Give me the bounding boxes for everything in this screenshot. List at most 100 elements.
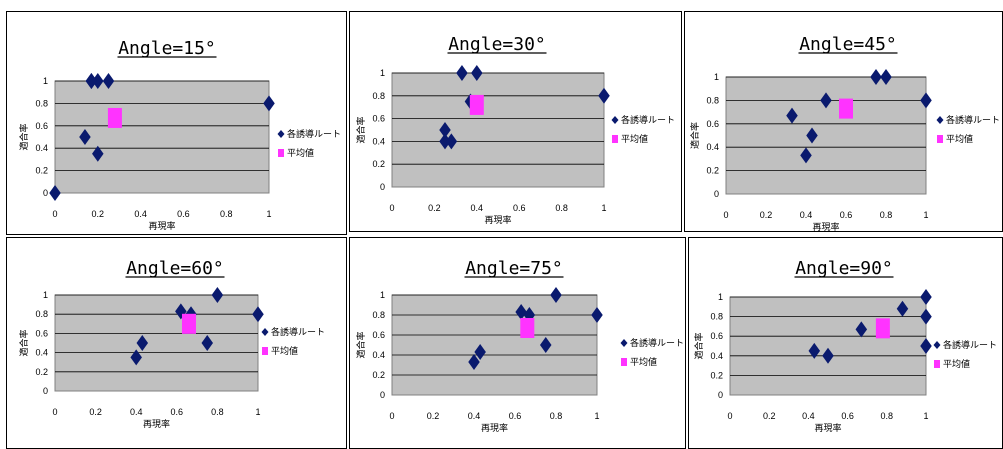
data-point-route <box>786 107 798 124</box>
x-tick-label: 0.4 <box>130 407 143 417</box>
data-point-route <box>49 185 61 201</box>
y-tick-label: 0.6 <box>372 114 385 124</box>
data-point-route <box>806 127 818 144</box>
x-tick-label: 0.6 <box>841 411 854 421</box>
legend-marker-mean <box>621 358 627 366</box>
y-tick-label: 0 <box>43 386 48 396</box>
chart-title: Angle=90° <box>795 258 893 279</box>
data-point-route <box>855 321 868 338</box>
x-tick-label: 1 <box>255 407 260 417</box>
x-tick-label: 0 <box>52 407 57 417</box>
x-tick-label: 0.4 <box>468 411 481 421</box>
chart-title: Angle=15° <box>118 38 216 59</box>
data-point-route <box>85 73 98 89</box>
x-tick-label: 0.2 <box>427 411 440 421</box>
x-tick-label: 0.8 <box>880 210 893 220</box>
legend-label-route: 各誘導ルート <box>271 326 325 338</box>
legend-label-route: 各誘導ルート <box>943 339 997 351</box>
data-point-mean <box>181 313 196 334</box>
data-point-route <box>201 335 214 351</box>
legend-marker-route <box>620 339 628 347</box>
x-tick-label: 1 <box>266 209 271 219</box>
x-tick-label: 0.4 <box>802 411 815 421</box>
x-tick-label: 0.6 <box>177 209 190 219</box>
y-tick-label: 0.2 <box>710 370 723 380</box>
legend-label-route: 各誘導ルート <box>287 128 341 140</box>
data-point-route <box>439 133 451 150</box>
legend-label-mean: 平均値 <box>946 133 973 145</box>
legend-label-route: 各誘導ルート <box>630 337 684 349</box>
y-tick-label: 0.6 <box>372 330 385 340</box>
y-tick-label: 0.6 <box>706 119 719 129</box>
legend-label-mean: 平均値 <box>287 147 314 159</box>
data-point-route <box>870 69 882 85</box>
x-tick-label: 0 <box>389 411 394 421</box>
y-tick-label: 0.4 <box>710 351 723 361</box>
y-tick-label: 1 <box>43 76 48 86</box>
chart-title: Angle=45° <box>799 34 897 55</box>
plot-area <box>729 296 927 396</box>
data-point-route <box>880 69 892 85</box>
data-point-route <box>591 307 603 323</box>
data-point-route <box>136 335 149 351</box>
data-point-route <box>263 95 275 112</box>
x-tick-label: 0.2 <box>89 407 102 417</box>
y-tick-label: 0.8 <box>35 98 48 108</box>
y-tick-label: 0.4 <box>35 143 48 153</box>
data-point-route <box>515 304 527 320</box>
y-tick-label: 1 <box>714 72 719 82</box>
x-tick-label: 0.8 <box>881 411 894 421</box>
y-tick-label: 0 <box>718 390 723 400</box>
data-point-route <box>920 338 932 354</box>
x-tick-label: 0 <box>52 209 57 219</box>
x-tick-label: 0 <box>389 203 394 213</box>
y-tick-label: 0.2 <box>372 370 385 380</box>
chart-svg: Angle=60° 0 0.2 0.4 0.6 0.8 1 0 0.2 0.4 0.6 0.8 1 再現率… <box>18 258 325 430</box>
y-tick-label: 0.8 <box>372 310 385 320</box>
x-tick-label: 0.2 <box>92 209 105 219</box>
data-point-route <box>822 347 834 364</box>
data-point-route <box>439 122 451 138</box>
legend-marker-route <box>277 130 285 138</box>
chart-svg: Angle=45° 0 0.2 0.4 0.6 0.8 1 0 0.2 0.4 0.6 0.8 1 再現率… <box>689 34 1000 231</box>
x-tick-label: 0.4 <box>134 209 147 219</box>
x-tick-label: 0 <box>727 411 732 421</box>
y-tick-label: 0.8 <box>710 312 723 322</box>
y-tick-label: 0 <box>380 390 385 400</box>
y-tick-label: 0.8 <box>372 91 385 101</box>
legend-marker-route <box>261 328 269 336</box>
y-tick-label: 0 <box>714 189 719 199</box>
data-point-mean <box>107 107 122 128</box>
y-tick-label: 0.2 <box>35 367 48 377</box>
data-point-route <box>808 342 821 359</box>
plot-area <box>391 72 605 188</box>
y-tick-label: 0.6 <box>35 121 48 131</box>
data-point-route <box>920 289 932 305</box>
y-axis-label: 適合率 <box>355 331 367 358</box>
legend-marker-route <box>933 341 941 349</box>
chart-svg: Angle=90° 0 0.2 0.4 0.6 0.8 1 0 0.2 0.4 0.6 0.8 1 再現率… <box>693 258 997 434</box>
chart-svg: Angle=15° 0 0.2 0.4 0.6 0.8 1 0 0.2 0.4 0.6 0.8 1 再現率… <box>18 38 341 232</box>
data-point-route <box>92 73 104 89</box>
data-point-route <box>102 73 115 89</box>
x-tick-label: 1 <box>923 411 928 421</box>
chart-panel-angle-60: Angle=60° 0 0.2 0.4 0.6 0.8 1 0 0.2 0.4 0.6 0.8 1 再現率… <box>6 237 347 449</box>
x-tick-label: 0.4 <box>800 210 813 220</box>
y-axis-label: 適合率 <box>693 332 705 359</box>
x-tick-label: 0.8 <box>211 407 224 417</box>
y-tick-label: 0 <box>43 188 48 198</box>
data-point-route <box>456 65 468 81</box>
y-tick-label: 0 <box>380 182 385 192</box>
y-tick-label: 0.4 <box>706 142 719 152</box>
x-axis-label: 再現率 <box>814 422 841 434</box>
chart-panel-angle-75: Angle=75° 0 0.2 0.4 0.6 0.8 1 0 0.2 0.4 0.6 0.8 1 再現率… <box>349 237 686 449</box>
x-tick-label: 0.8 <box>550 411 563 421</box>
data-point-mean <box>875 318 890 339</box>
data-point-mean <box>520 318 535 338</box>
x-tick-label: 0.2 <box>763 411 776 421</box>
x-tick-label: 0 <box>723 210 728 220</box>
legend-marker-mean <box>262 347 268 355</box>
